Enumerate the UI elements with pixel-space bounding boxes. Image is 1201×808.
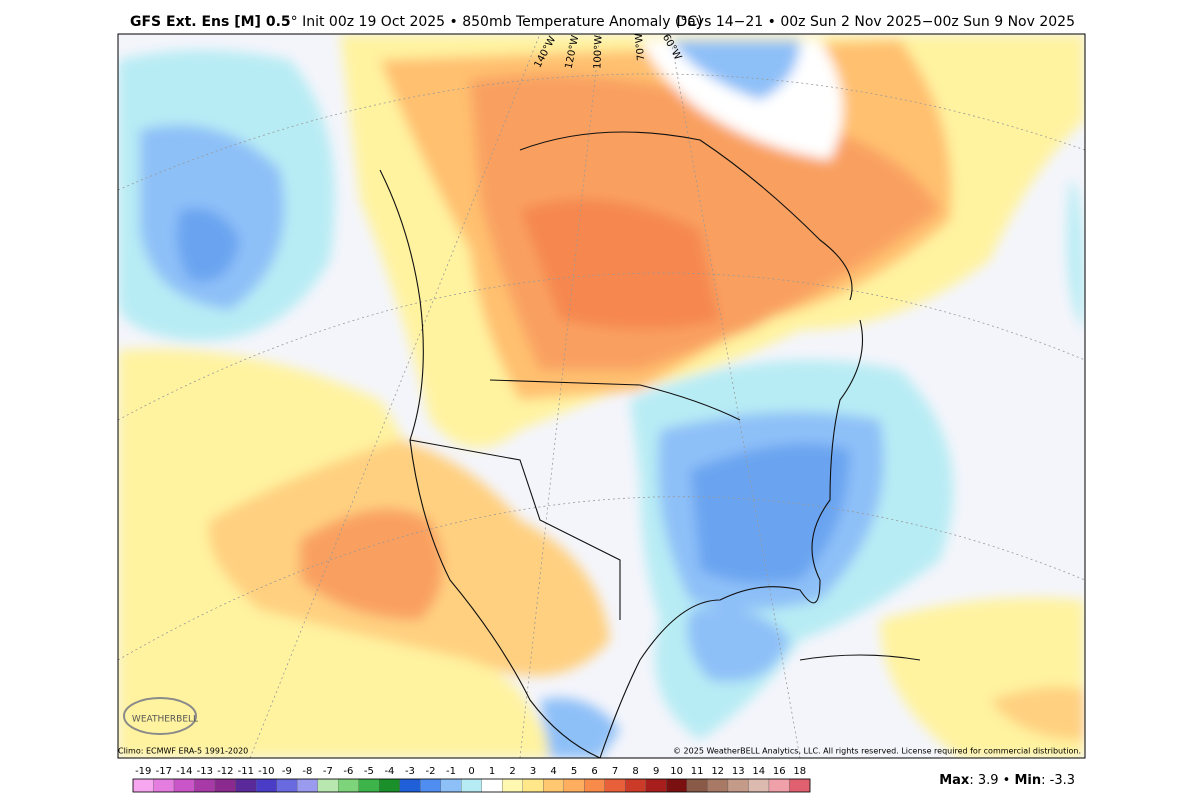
- colorbar-label: 10: [670, 766, 683, 777]
- colorbar-label: 9: [653, 766, 659, 777]
- colorbar-cell: [748, 778, 770, 793]
- graticule: [118, 34, 1085, 758]
- climo-note: Climo: ECMWF ERA-5 1991-2020: [118, 747, 248, 756]
- colorbar-cell: [645, 778, 667, 793]
- title: GFS Ext. Ens [M] 0.5° Init 00z 19 Oct 20…: [130, 14, 703, 30]
- colorbar-label: -12: [217, 766, 233, 777]
- colorbar-cell: [296, 778, 318, 793]
- colorbar-label: 2: [509, 766, 515, 777]
- colorbar-cell: [543, 778, 564, 793]
- colorbar-label: 14: [752, 766, 765, 777]
- logo: WEATHERBELL: [123, 697, 198, 735]
- colorbar-cell: [768, 778, 790, 793]
- colorbar-frame: [132, 778, 811, 793]
- colorbar-cell: [666, 778, 688, 793]
- colorbar-label: 1: [489, 766, 495, 777]
- colorbar-label: 4: [550, 766, 556, 777]
- colorbar: -19 -17 -14 -13 -12 -11 -10 -9 -8 -7 -6 -5 -4 -3 -2 -1 0…: [132, 766, 811, 793]
- longitude-label: 70°W: [634, 33, 647, 62]
- colorbar-cell: [153, 778, 175, 793]
- colorbar-cell: [194, 778, 216, 793]
- colorbar-label: -17: [156, 766, 172, 777]
- colorbar-cell: [255, 778, 277, 793]
- stats: Max: 3.9 • Min: -3.3: [939, 773, 1075, 788]
- min-value: -3.3: [1050, 773, 1075, 788]
- colorbar-label: 6: [591, 766, 597, 777]
- colorbar-cell: [235, 778, 257, 793]
- map-frame: [117, 33, 1086, 759]
- colorbar-label: -14: [176, 766, 192, 777]
- colorbar-cell: [481, 778, 503, 793]
- colorbar-label: 12: [711, 766, 724, 777]
- colorbar-label: 16: [773, 766, 786, 777]
- colorbar-cell: [686, 778, 708, 793]
- stats-sep: •: [999, 773, 1015, 788]
- colorbar-label: -9: [282, 766, 292, 777]
- colorbar-cell: [789, 778, 811, 793]
- colorbar-cell: [132, 778, 154, 793]
- colorbar-label: -5: [364, 766, 374, 777]
- colorbar-cell: [420, 778, 441, 793]
- colorbar-label: -19: [135, 766, 151, 777]
- map: [118, 34, 1085, 758]
- colorbar-label: -8: [302, 766, 312, 777]
- copyright: © 2025 WeatherBELL Analytics, LLC. All r…: [673, 747, 1081, 756]
- colorbar-cell: [276, 778, 298, 793]
- colorbar-cell: [727, 778, 749, 793]
- anomaly-field: [118, 34, 1085, 758]
- coastlines: [379, 131, 921, 758]
- max-label: Max: [939, 773, 970, 788]
- colorbar-cell: [604, 778, 626, 793]
- colorbar-cell: [317, 778, 339, 793]
- colorbar-cell: [214, 778, 236, 793]
- colorbar-label: -4: [384, 766, 394, 777]
- colorbar-cell: [461, 778, 482, 793]
- max-value: 3.9: [978, 773, 999, 788]
- stats-sep: :: [1041, 773, 1050, 788]
- colorbar-label: -13: [197, 766, 213, 777]
- title-bold: GFS Ext. Ens [M] 0.5: [130, 14, 291, 30]
- colorbar-label: -6: [343, 766, 353, 777]
- title-rest: ° Init 00z 19 Oct 2025 • 850mb Temperatu…: [291, 14, 703, 30]
- valid-time: Days 14−21 • 00z Sun 2 Nov 2025−00z Sun …: [676, 14, 1075, 30]
- colorbar-label: 18: [793, 766, 806, 777]
- colorbar-cell: [399, 778, 421, 793]
- colorbar-cell: [173, 778, 195, 793]
- colorbar-label: -7: [323, 766, 333, 777]
- longitude-label: 100°W: [592, 35, 604, 69]
- colorbar-label: -1: [446, 766, 456, 777]
- colorbar-label: -3: [405, 766, 415, 777]
- colorbar-cell: [563, 778, 585, 793]
- colorbar-cell: [338, 778, 359, 793]
- colorbar-label: 8: [632, 766, 638, 777]
- stats-sep: :: [969, 773, 978, 788]
- colorbar-label: 3: [530, 766, 536, 777]
- logo-text: WEATHERBELL: [132, 715, 198, 725]
- colorbar-cell: [625, 778, 647, 793]
- colorbar-cell: [707, 778, 729, 793]
- colorbar-cell: [584, 778, 605, 793]
- colorbar-cell: [358, 778, 380, 793]
- colorbar-label: 13: [732, 766, 745, 777]
- colorbar-label: -2: [425, 766, 435, 777]
- colorbar-cell: [440, 778, 462, 793]
- colorbar-label: 0: [468, 766, 474, 777]
- colorbar-label: 11: [691, 766, 704, 777]
- min-label: Min: [1014, 773, 1041, 788]
- colorbar-cell: [502, 778, 523, 793]
- colorbar-label: -11: [238, 766, 254, 777]
- colorbar-label: 5: [571, 766, 577, 777]
- colorbar-label: -10: [258, 766, 274, 777]
- colorbar-label: 7: [612, 766, 618, 777]
- colorbar-cell: [379, 778, 400, 793]
- colorbar-cell: [522, 778, 544, 793]
